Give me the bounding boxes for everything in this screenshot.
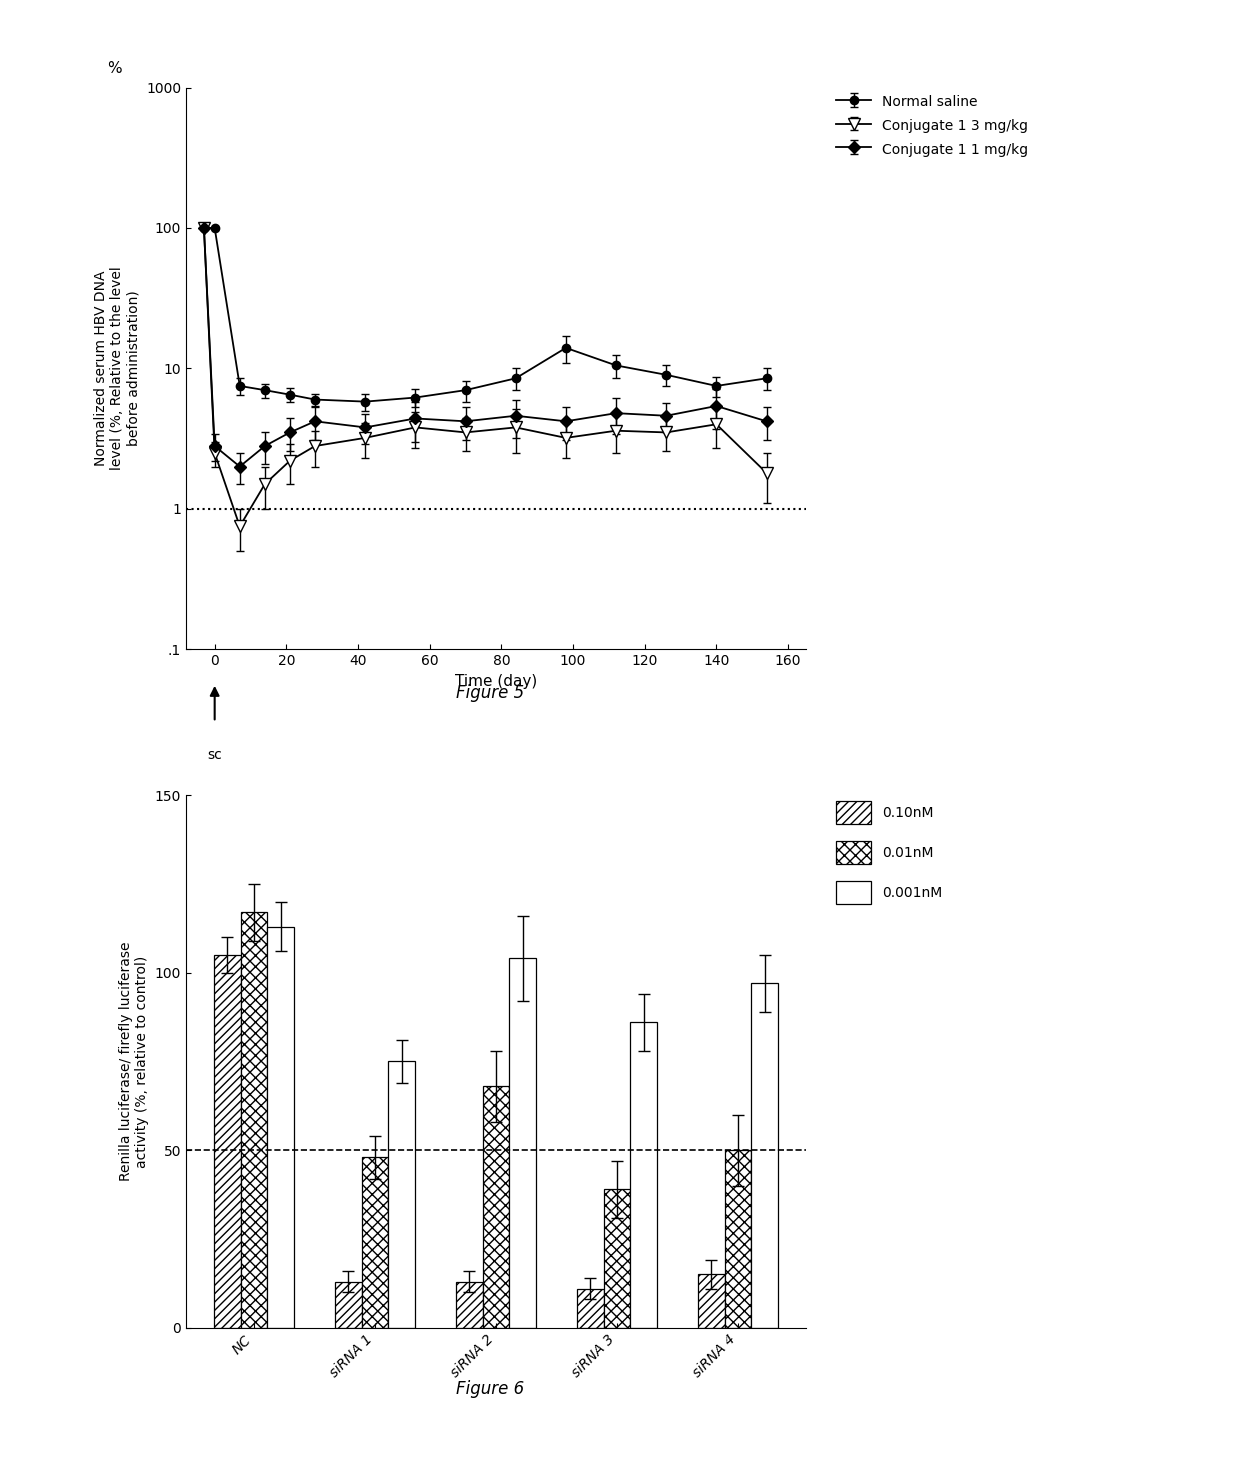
Text: Figure 5: Figure 5 — [455, 684, 525, 702]
Y-axis label: Normalized serum HBV DNA
level (%, Relative to the level
before administration): Normalized serum HBV DNA level (%, Relat… — [94, 267, 140, 470]
Text: %: % — [108, 61, 122, 76]
Bar — [482, 1087, 510, 1328]
Bar — [510, 959, 536, 1328]
Bar — [724, 1150, 751, 1328]
Bar — [456, 1281, 482, 1328]
Bar — [335, 1281, 362, 1328]
Text: sc: sc — [207, 747, 222, 762]
Bar — [604, 1189, 630, 1328]
Bar — [751, 983, 777, 1328]
Bar — [577, 1288, 604, 1328]
Y-axis label: Renilla luciferase/ firefly luciferase
activity (%, relative to control): Renilla luciferase/ firefly luciferase a… — [119, 941, 149, 1182]
Bar — [241, 912, 268, 1328]
Legend: Normal saline, Conjugate 1 3 mg/kg, Conjugate 1 1 mg/kg: Normal saline, Conjugate 1 3 mg/kg, Conj… — [831, 88, 1034, 163]
Text: Figure 6: Figure 6 — [455, 1380, 525, 1398]
Bar — [268, 926, 294, 1328]
Bar — [388, 1062, 415, 1328]
X-axis label: Time (day): Time (day) — [455, 674, 537, 689]
Legend: 0.10nM, 0.01nM, 0.001nM: 0.10nM, 0.01nM, 0.001nM — [831, 795, 949, 909]
Bar — [362, 1157, 388, 1328]
Bar — [630, 1023, 657, 1328]
Bar — [215, 956, 241, 1328]
Bar — [698, 1275, 724, 1328]
